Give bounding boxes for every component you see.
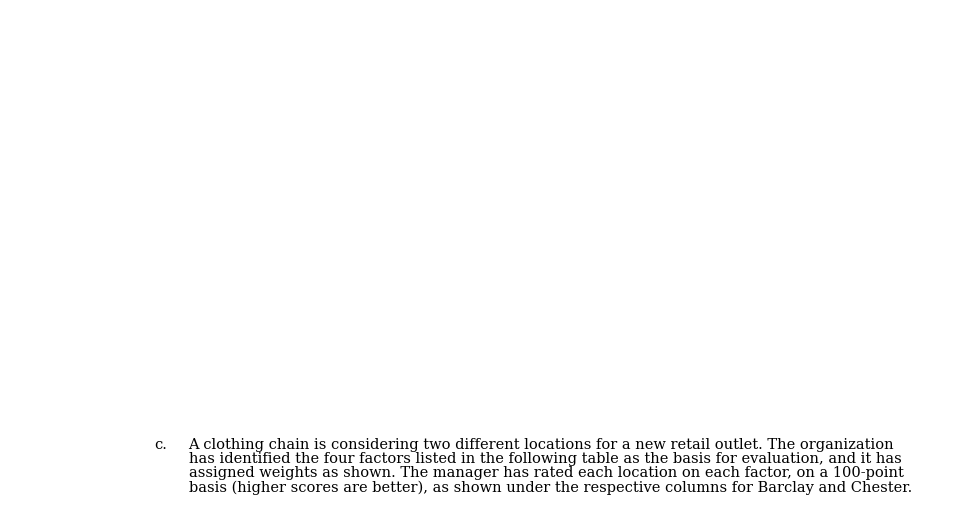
Text: basis (higher scores are better), as shown under the respective columns for Barc: basis (higher scores are better), as sho…	[189, 481, 912, 495]
Text: A clothing chain is considering two different locations for a new retail outlet.: A clothing chain is considering two diff…	[189, 438, 895, 452]
Text: has identified the four factors listed in the following table as the basis for e: has identified the four factors listed i…	[189, 452, 901, 466]
Text: c.: c.	[154, 438, 168, 452]
Text: assigned weights as shown. The manager has rated each location on each factor, o: assigned weights as shown. The manager h…	[189, 467, 903, 480]
